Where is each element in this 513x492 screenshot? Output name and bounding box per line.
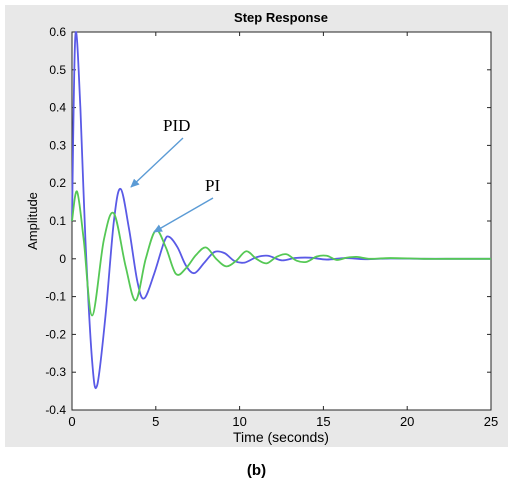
y-tick-label: 0 (59, 252, 66, 266)
y-tick-label: 0.3 (49, 138, 66, 152)
y-tick-label: 0.4 (49, 101, 66, 115)
y-tick-label: 0.1 (49, 214, 66, 228)
annotation-pi-label: PI (205, 176, 220, 195)
y-tick-label: 0.2 (49, 176, 66, 190)
series-lines (71, 31, 491, 390)
x-tick-label: 10 (232, 414, 246, 429)
x-axis-label: Time (seconds) (233, 429, 329, 445)
x-tick-label: 0 (68, 414, 75, 429)
pi-response-line (71, 190, 491, 317)
annotation-pi-arrow (153, 197, 214, 233)
y-tick-label: -0.1 (45, 290, 66, 304)
y-tick-label: -0.4 (45, 403, 66, 417)
y-tick-label: 0.5 (49, 63, 66, 77)
chart-title: Step Response (234, 10, 328, 25)
y-tick-label: -0.3 (45, 365, 66, 379)
x-tick-label: 15 (316, 414, 330, 429)
y-tick-label: 0.6 (49, 25, 66, 39)
x-tick-label: 25 (484, 414, 498, 429)
pid-response-line (71, 31, 491, 390)
y-tick-label: -0.2 (45, 327, 66, 341)
figure-caption: (b) (246, 462, 267, 479)
x-tick-label: 5 (152, 414, 159, 429)
annotation-pid-arrow (130, 137, 184, 188)
y-axis-label: Amplitude (25, 192, 40, 250)
plot-area (71, 31, 492, 411)
x-tick-label: 20 (400, 414, 414, 429)
axis-ticks: -0.4 -0.3 -0.2 -0.1 0 0.1 0.2 0.3 0.4 0.5 0.6 0 5 10 1… (45, 25, 498, 429)
annotation-pid-label: PID (163, 116, 190, 135)
